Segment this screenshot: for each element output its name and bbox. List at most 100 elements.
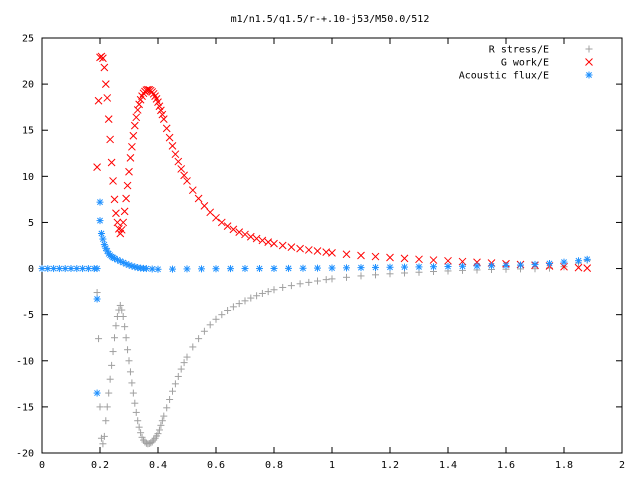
data-point: [165, 133, 174, 142]
data-point: [342, 250, 351, 259]
legend-label: Acoustic flux/E: [459, 71, 549, 82]
data-point: [546, 259, 553, 267]
data-point: [131, 399, 139, 407]
data-point: [125, 167, 133, 176]
data-point: [258, 289, 266, 297]
data-point: [132, 408, 140, 416]
data-point: [285, 264, 292, 272]
data-point: [103, 403, 111, 411]
legend-marker: [585, 71, 593, 79]
data-point: [180, 359, 188, 367]
data-point: [217, 218, 226, 227]
data-point: [200, 201, 209, 210]
data-point: [132, 113, 141, 122]
data-point: [287, 243, 296, 252]
y-tick-label: 5: [28, 218, 34, 229]
data-point: [106, 375, 114, 383]
data-point: [401, 263, 408, 271]
data-point: [93, 265, 101, 273]
data-point: [328, 264, 336, 272]
data-point: [258, 236, 267, 245]
data-point: [372, 271, 379, 279]
data-point: [252, 234, 261, 243]
data-point: [162, 124, 171, 133]
data-point: [177, 365, 185, 373]
data-point: [158, 417, 166, 425]
axis-tick-labels: 0 0.2 0.4 0.6 0.8 1 1.2 1.4 1.6 1.8 2 25 20 15 10 5 0 -5 -…: [16, 34, 625, 472]
data-point: [253, 292, 261, 300]
data-point: [357, 264, 365, 272]
data-point: [183, 353, 191, 361]
data-point: [103, 94, 112, 102]
data-point: [79, 265, 87, 273]
data-point: [145, 440, 153, 448]
data-point: [163, 404, 171, 412]
data-point: [314, 264, 321, 272]
data-point: [328, 249, 336, 257]
data-point: [109, 177, 117, 185]
y-tick-label: 10: [22, 172, 34, 183]
data-point: [198, 265, 205, 273]
x-tick-label: 0.8: [265, 460, 283, 471]
data-point: [278, 241, 287, 250]
data-point: [169, 387, 176, 395]
data-point: [159, 115, 168, 124]
data-point: [583, 255, 591, 263]
legend: R stress/E G work/E Acoustic flux/E: [459, 45, 593, 82]
data-point: [102, 417, 110, 425]
chart-title: m1/n1.5/q1.5/r-+.10-j53/M50.0/512: [231, 14, 430, 25]
data-point: [44, 265, 52, 273]
data-marks: [38, 52, 592, 448]
data-point: [241, 297, 249, 305]
data-point: [111, 254, 118, 262]
data-point: [158, 110, 167, 119]
data-point: [415, 255, 423, 264]
data-point: [94, 96, 103, 105]
data-point: [229, 303, 237, 311]
data-point: [137, 429, 145, 437]
data-point: [177, 165, 186, 173]
data-point: [357, 272, 365, 280]
data-point: [120, 207, 129, 216]
data-point: [256, 265, 263, 273]
data-point: [371, 252, 380, 261]
data-point: [112, 322, 120, 330]
data-point: [304, 246, 313, 254]
data-point: [171, 150, 180, 159]
data-point: [118, 306, 126, 314]
legend-label: G work/E: [501, 58, 549, 69]
data-point: [473, 258, 481, 267]
data-point: [188, 186, 197, 195]
data-point: [125, 357, 133, 365]
data-point: [531, 260, 539, 268]
data-point: [93, 289, 101, 297]
data-point: [67, 265, 75, 273]
data-point: [386, 253, 394, 262]
x-tick-label: 1.4: [439, 460, 457, 471]
data-point: [113, 218, 122, 227]
data-point: [99, 235, 107, 243]
data-point: [129, 131, 138, 140]
data-point: [100, 63, 109, 72]
data-point: [157, 106, 165, 115]
y-tick-label: 0: [28, 264, 34, 275]
series-2: [38, 198, 591, 397]
data-point: [415, 263, 423, 271]
data-point: [126, 154, 135, 162]
data-point: [517, 261, 524, 269]
data-point: [114, 225, 123, 233]
data-point: [212, 315, 220, 323]
data-point: [134, 417, 142, 425]
data-point: [400, 254, 409, 263]
data-point: [574, 263, 583, 272]
data-point: [372, 263, 379, 271]
data-point: [100, 432, 108, 440]
legend-label: R stress/E: [489, 45, 549, 56]
data-point: [313, 247, 322, 255]
data-point: [135, 100, 144, 109]
data-point: [194, 194, 203, 203]
data-point: [135, 423, 143, 431]
data-point: [299, 264, 307, 272]
data-point: [270, 239, 278, 248]
